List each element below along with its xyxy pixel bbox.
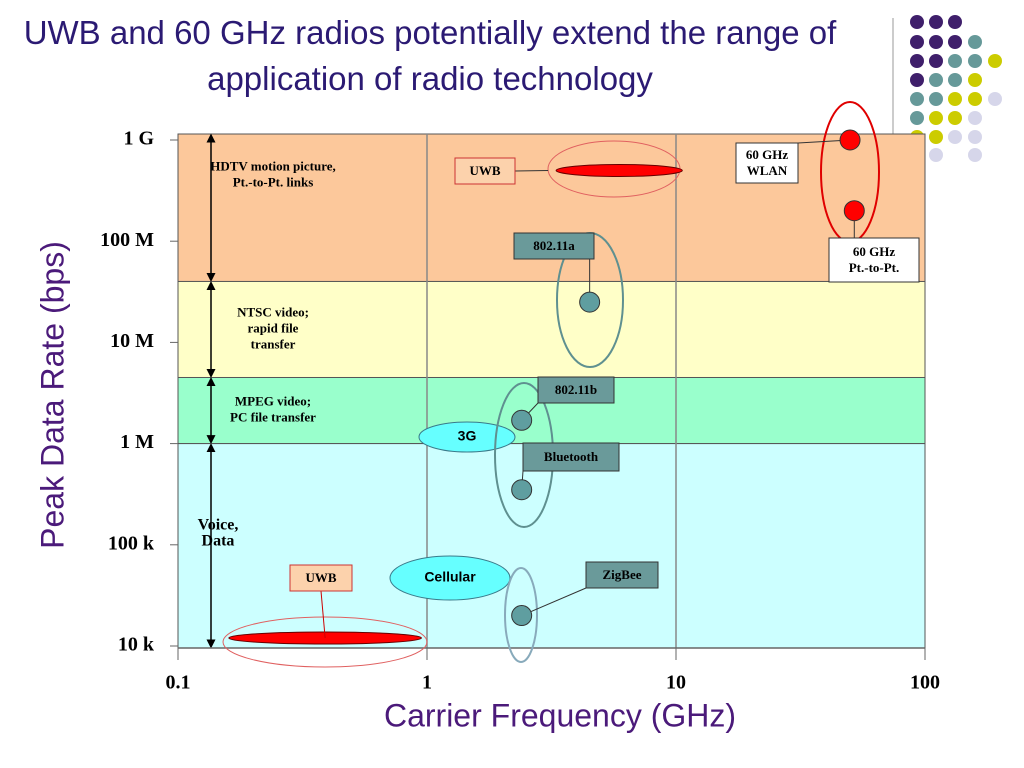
band-label: Voice, [198,516,239,533]
group-outline [504,567,538,663]
annotation-shape [389,555,511,601]
y-tick-label: 10 k [118,634,155,656]
series-label: Bluetooth [544,449,599,464]
leader [521,587,587,616]
point [511,605,533,627]
range-outline [222,616,428,668]
band-label: rapid file [248,320,299,335]
label-box [513,232,595,260]
leader [514,169,549,172]
band-label: Data [202,532,235,549]
range-label: UWB [469,163,500,178]
y-tick-label: 10 M [110,330,154,352]
y-tick-label: 1 M [120,431,154,453]
y-tick-label: 1 G [123,128,154,150]
x-tick-label: 1 [422,672,432,694]
annotation: Cellular [424,569,476,585]
point [843,200,865,222]
point [511,479,533,501]
series-label: 60 GHz [853,244,895,259]
label-box [828,237,920,283]
annotation: 3G [458,428,477,444]
band-label: HDTV motion picture, [210,159,336,174]
label-box [735,142,799,184]
series-label: ZigBee [603,567,642,582]
x-tick-label: 10 [666,672,686,694]
point [839,129,861,151]
point [511,409,533,431]
label-box [454,157,516,185]
series-label: Pt.-to-Pt. [849,260,900,275]
label-box [289,564,353,592]
band-label: MPEG video; [235,394,311,409]
band-label: NTSC video; [237,304,309,319]
label-box [585,561,659,589]
point [579,291,601,313]
slide-title: UWB and 60 GHz radios potentially extend… [23,14,837,97]
band-label: transfer [251,336,296,351]
y-tick-label: 100 M [100,229,154,251]
series-label: 60 GHz [746,147,788,162]
leader [320,590,326,639]
label-box [522,442,620,472]
label-box [537,376,615,404]
x-tick-label: 100 [910,672,940,694]
decor-dots [910,15,1002,162]
y-tick-label: 100 k [108,532,155,554]
annotation-shape [418,421,516,453]
range-label: UWB [305,570,336,585]
series-label: 802.11b [555,382,597,397]
band [177,280,926,378]
series-label: 802.11a [533,238,575,253]
range-bar [555,163,683,177]
band-label: Pt.-to-Pt. links [233,175,314,190]
x-tick-label: 0.1 [166,672,191,694]
series-label: WLAN [747,163,788,178]
band-label: PC file transfer [230,410,316,425]
y-axis-label: Peak Data Rate (bps) [34,241,70,549]
x-axis-label: Carrier Frequency (GHz) [384,697,736,733]
